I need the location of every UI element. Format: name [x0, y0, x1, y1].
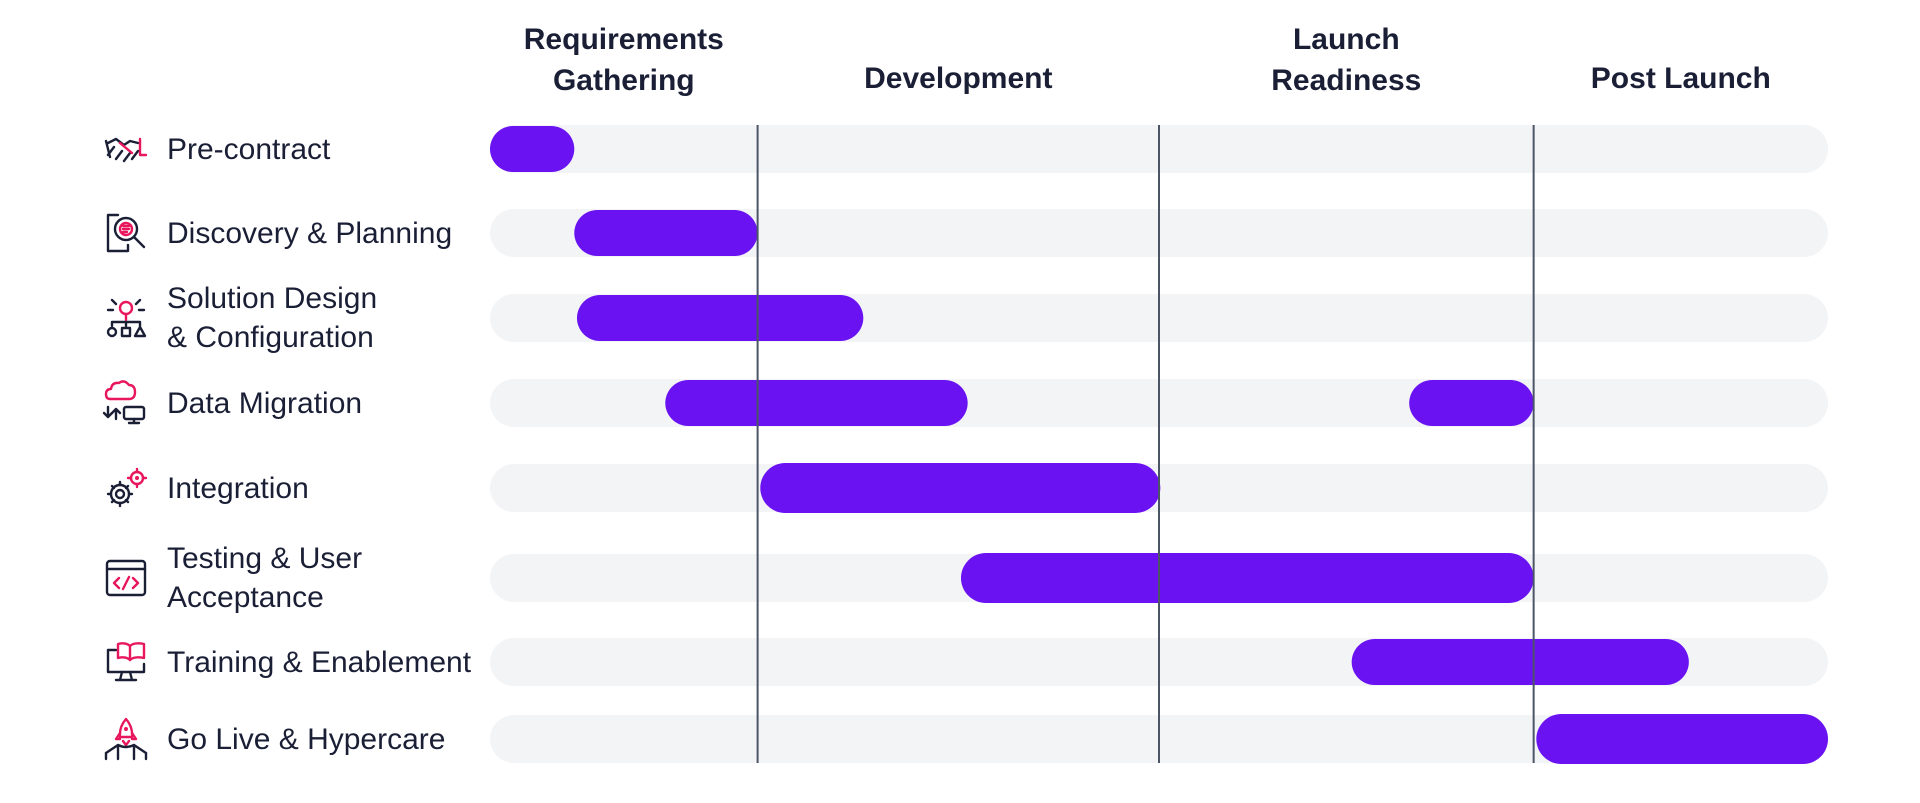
phase-header: Development	[864, 62, 1052, 95]
task-bar	[574, 210, 758, 256]
task-label: Integration	[167, 472, 309, 505]
task-bar	[665, 380, 968, 426]
cloud-migration-icon	[102, 380, 146, 425]
monitor-book-icon	[106, 642, 146, 682]
document-search-icon	[106, 213, 146, 253]
code-window-icon	[105, 559, 147, 597]
gears-icon	[106, 467, 148, 508]
phase-header: Post Launch	[1591, 62, 1771, 95]
task-bar	[760, 463, 1161, 513]
bar-layer	[490, 126, 1828, 764]
task-label-layer: Pre-contract Discovery & Planning Solution…	[167, 133, 472, 756]
icon-layer	[102, 137, 148, 761]
task-bar	[1351, 639, 1689, 685]
task-label: Training & Enablement	[167, 646, 472, 679]
task-bar	[576, 295, 864, 341]
phase-header: Launch Readiness	[1271, 23, 1421, 97]
task-label: Data Migration	[167, 387, 362, 420]
task-label: Discovery & Planning	[167, 217, 452, 250]
task-label: Solution Design & Configuration	[167, 282, 377, 354]
task-bar	[1536, 714, 1828, 764]
phase-header-layer: Requirements Gathering Development Launch Re…	[524, 23, 1771, 97]
task-bar	[1409, 380, 1534, 426]
design-shapes-icon	[106, 298, 147, 338]
phase-header: Requirements Gathering	[524, 23, 724, 97]
task-label: Go Live & Hypercare	[167, 723, 445, 756]
task-label: Pre-contract	[167, 133, 331, 166]
task-label: Testing & User Acceptance	[167, 542, 362, 614]
rocket-launch-icon	[104, 717, 148, 761]
task-bar	[490, 126, 575, 172]
task-bar	[960, 553, 1534, 603]
divider-layer	[756, 125, 1535, 763]
handshake-icon	[104, 137, 148, 163]
